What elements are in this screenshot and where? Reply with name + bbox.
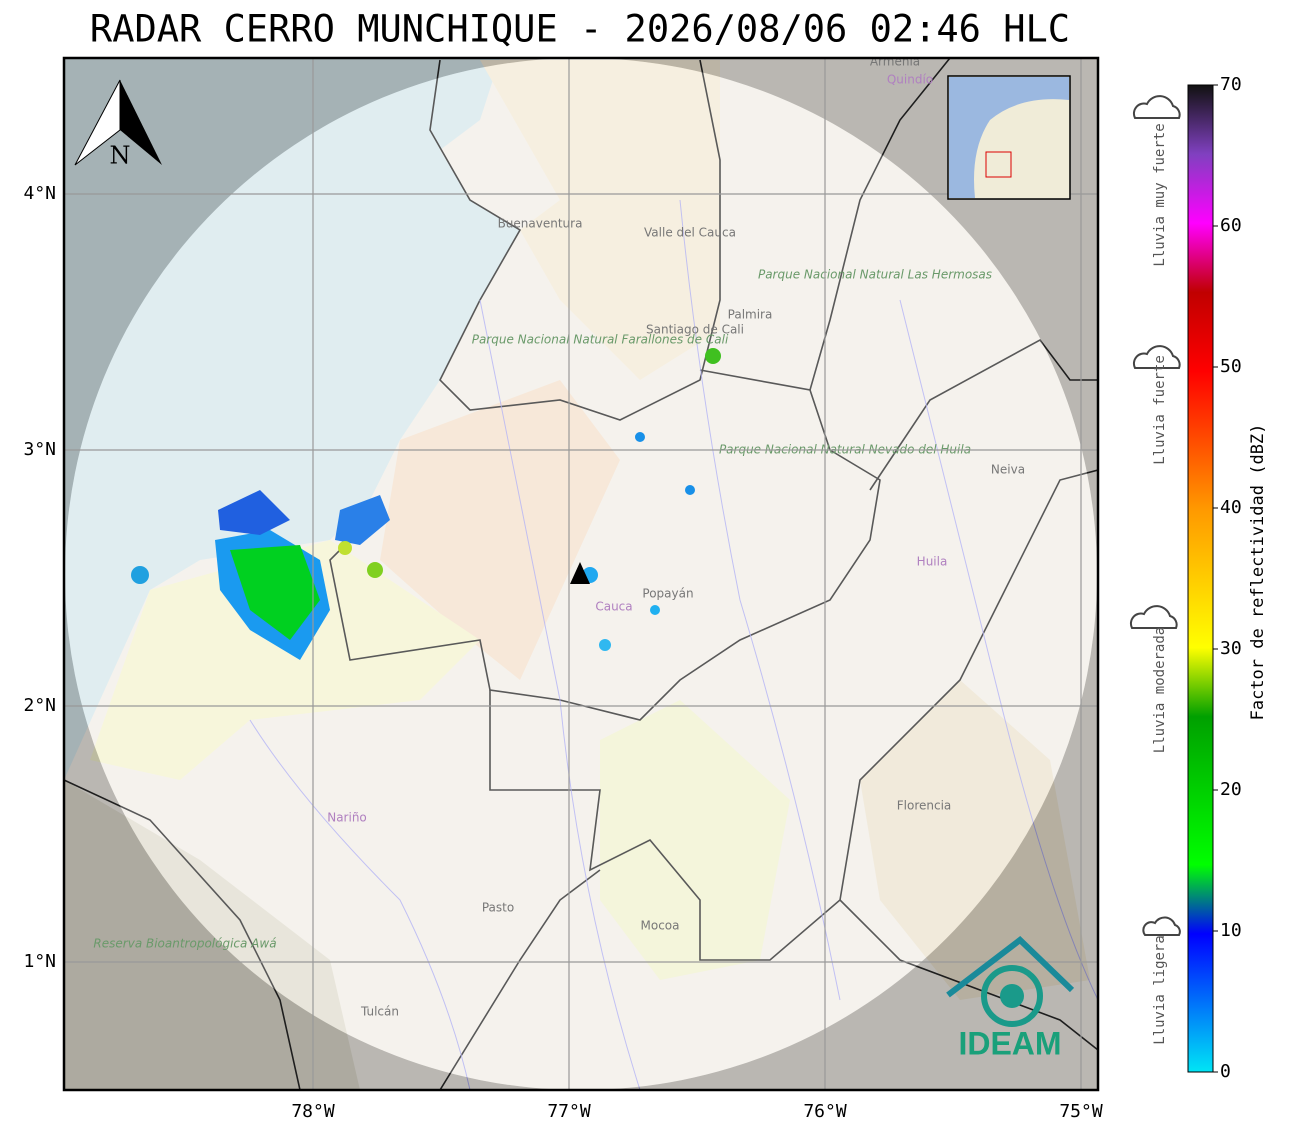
colorbar-tick-label: 10: [1220, 920, 1242, 941]
place-label: Buenaventura: [498, 217, 583, 231]
map-frame: [62, 56, 1100, 1092]
axes: 4°N 3°N 2°N 1°N 78°W 77°W 76°W 75°W: [23, 183, 1102, 1122]
place-label: Pasto: [482, 901, 514, 915]
rain-level: Lluvia muy fuerte: [1152, 123, 1168, 266]
grid: [64, 58, 1098, 1090]
lon-tick-label: 75°W: [1059, 1101, 1103, 1122]
rain-legend: [1129, 95, 1181, 936]
place-label: Quindío: [887, 73, 933, 87]
title: RADAR CERRO MUNCHIQUE - 2026/08/06 02:46…: [90, 8, 1070, 51]
north-arrow: N: [74, 79, 162, 170]
lat-tick-label: 1°N: [23, 951, 56, 972]
north-label: N: [110, 142, 131, 170]
place-label: Parque Nacional Natural Las Hermosas: [758, 268, 992, 282]
place-label: Armenia: [870, 55, 920, 69]
place-label: Huila: [917, 555, 948, 569]
lon-tick-label: 77°W: [547, 1101, 591, 1122]
colorbar-tick-label: 70: [1220, 74, 1242, 95]
place-label: Tulcán: [360, 1005, 399, 1019]
rain-level-text: Lluvia ligera: [1152, 935, 1168, 1045]
place-label: Mocoa: [641, 919, 680, 933]
colorbar-tick-label: 50: [1220, 356, 1242, 377]
map: Buenaventura Valle del Cauca Parque Naci…: [64, 55, 1098, 1090]
place-label: Florencia: [897, 799, 952, 813]
place-label: Neiva: [991, 463, 1025, 477]
lat-tick-label: 4°N: [23, 183, 56, 204]
rain-level-text: Lluvia moderada: [1152, 627, 1168, 753]
radar-site: [570, 562, 590, 584]
lat-tick-label: 2°N: [23, 695, 56, 716]
colorbar-tick-label: 0: [1220, 1061, 1231, 1082]
lon-tick-label: 78°W: [291, 1101, 335, 1122]
place-label: Santiago de Cali: [646, 323, 744, 337]
inset-map: [947, 75, 1071, 200]
colorbar-tick-label: 40: [1220, 497, 1242, 518]
place-label: Parque Nacional Natural Farallones de Ca…: [472, 333, 729, 347]
rain-level-text: Lluvia fuerte: [1152, 355, 1168, 465]
place-label: Palmira: [728, 308, 773, 322]
ideam-logo: IDEAM: [946, 936, 1075, 1061]
colorbar: [1187, 84, 1214, 1073]
place-label: Valle del Cauca: [644, 226, 736, 240]
rain-level: Lluvia fuerte: [1152, 355, 1168, 465]
colorbar-tick-label: 60: [1220, 215, 1242, 236]
rain-level: Lluvia ligera: [1152, 935, 1168, 1045]
place-label: Reserva Bioantropológica Awá: [93, 937, 276, 951]
place-label: Nariño: [327, 811, 367, 825]
place-label: Popayán: [642, 587, 693, 601]
rain-level-text: Lluvia muy fuerte: [1152, 123, 1168, 266]
colorbar-tick-label: 20: [1220, 779, 1242, 800]
place-label: Cauca: [595, 600, 632, 614]
lat-tick-label: 3°N: [23, 439, 56, 460]
lon-tick-label: 76°W: [803, 1101, 847, 1122]
colorbar-label: Factor de reflectividad (dBZ): [1248, 424, 1268, 721]
colorbar-tick-label: 30: [1220, 638, 1242, 659]
rain-level: Lluvia moderada: [1152, 627, 1168, 753]
logo-text: IDEAM: [958, 1025, 1061, 1061]
radar-echoes: [131, 348, 721, 660]
